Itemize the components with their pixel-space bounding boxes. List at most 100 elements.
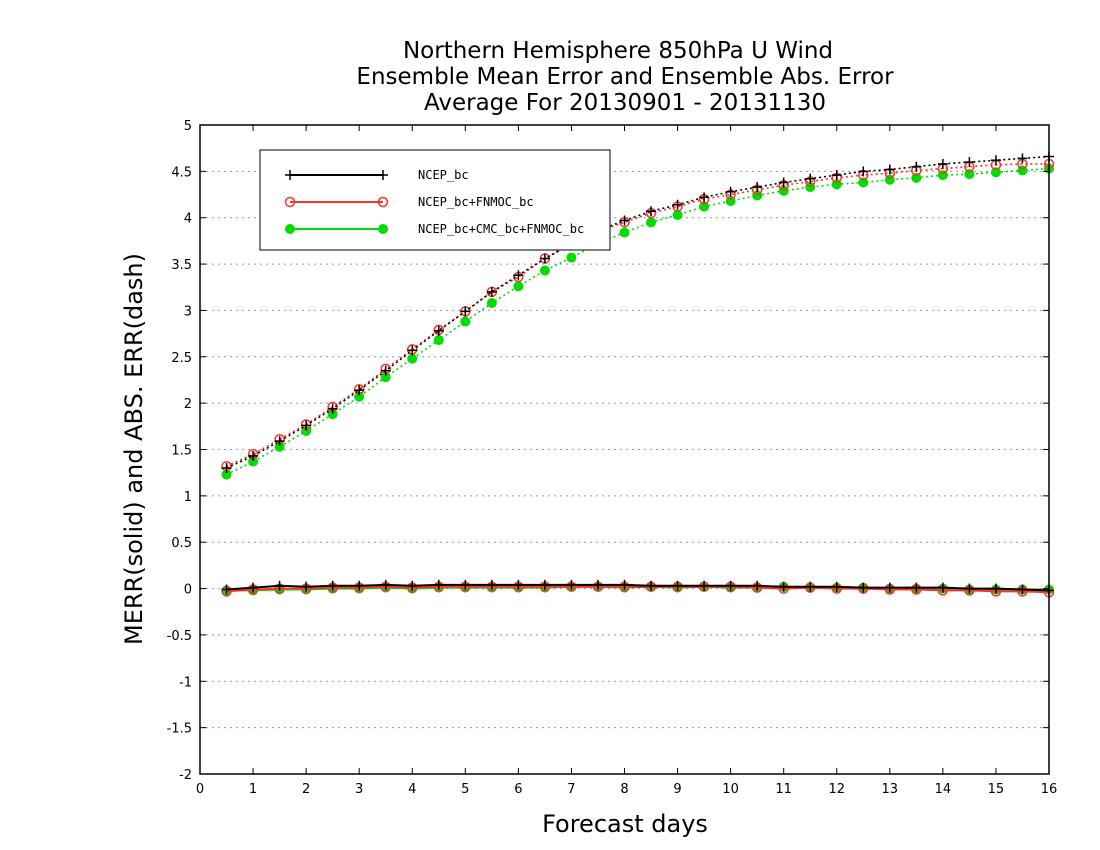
mean-err-point [911, 582, 922, 593]
abs-err-point [805, 173, 816, 184]
y-tick-label: 4.5 [171, 165, 192, 180]
mean-err-point [805, 581, 816, 592]
legend-label: NCEP_bc+FNMOC_bc [418, 195, 534, 209]
mean-err-point [699, 580, 710, 591]
mean-err-point [646, 580, 657, 591]
y-tick-label: 3 [184, 304, 192, 319]
abs-err-point [778, 177, 789, 188]
legend-marker-right [377, 196, 389, 208]
mean-err-point [1017, 584, 1028, 595]
tick-layer: -2-1.5-1-0.500.511.522.533.544.550 1 2 3 4 5 6… [167, 119, 1058, 797]
abs-err-point [380, 365, 391, 376]
mean-err-point [964, 583, 975, 594]
mean-err-point [380, 579, 391, 590]
x-tick-label: 3 [355, 782, 363, 797]
abs-err-point [964, 157, 975, 168]
abs-err-point [566, 252, 577, 263]
x-tick-label: 1 [249, 782, 257, 797]
abs-err-point [990, 155, 1001, 166]
chart-title: Northern Hemisphere 850hPa U Wind Ensemb… [356, 38, 894, 116]
mean-err-point [672, 580, 683, 591]
abs-err-point [884, 164, 895, 175]
y-tick-label: -1 [179, 675, 192, 690]
abs-err-point [990, 167, 1001, 178]
y-tick-label: 4 [184, 212, 192, 227]
abs-err-point [911, 172, 922, 183]
y-tick-label: 3.5 [171, 258, 192, 273]
abs-err-point [460, 306, 471, 317]
x-tick-label: 4 [408, 782, 416, 797]
abs-err-point [1017, 153, 1028, 164]
y-tick-label: 1.5 [171, 444, 192, 459]
abs-err-point [646, 217, 657, 228]
legend-box [259, 149, 611, 251]
abs-err-point [486, 286, 497, 297]
grid-layer [200, 170, 1049, 729]
mean-err-point [513, 579, 524, 590]
abs-err-point [858, 166, 869, 177]
title-line-1: Northern Hemisphere 850hPa U Wind [403, 38, 833, 64]
abs-err-point [248, 450, 259, 461]
abs-err-point [513, 270, 524, 281]
x-tick-label: 2 [302, 782, 310, 797]
mean-err-point [619, 579, 630, 590]
abs-err-point [725, 186, 736, 197]
x-tick-label: 9 [673, 782, 681, 797]
mean-err-point [778, 581, 789, 592]
mean-err-point [301, 581, 312, 592]
mean-err-point [407, 580, 418, 591]
legend-marker-left [285, 170, 295, 180]
y-tick-label: 0 [184, 583, 192, 598]
legend-marker-right [378, 224, 388, 234]
mean-err-point [274, 580, 285, 591]
y-tick-label: 5 [184, 119, 192, 134]
abs-err-point [327, 403, 338, 414]
y-tick-label: 2.5 [171, 351, 192, 366]
mean-err-point [858, 582, 869, 593]
legend: NCEP_bc NCEP_bc+FNMOC_bc NCEP_bc+CMC_bc+FN… [259, 149, 611, 251]
y-tick-label: -0.5 [167, 629, 192, 644]
x-axis-title: Forecast days [542, 810, 708, 838]
mean-err-point [539, 579, 550, 590]
legend-marker-left [285, 224, 295, 234]
abs-err-point [699, 192, 710, 203]
abs-err-point [858, 177, 869, 188]
abs-err-point [911, 161, 922, 172]
mean-err-point [592, 579, 603, 590]
mean-err-point [725, 580, 736, 591]
abs-err-point [646, 206, 657, 217]
mean-err-point [433, 579, 444, 590]
abs-err-point [407, 345, 418, 356]
title-line-2: Ensemble Mean Error and Ensemble Abs. Er… [356, 64, 894, 90]
abs-err-point [539, 253, 550, 264]
mean-err-point [486, 579, 497, 590]
abs-err-point [513, 281, 524, 292]
x-tick-label: 5 [461, 782, 469, 797]
mean-err-point [221, 584, 232, 595]
mean-err-point [354, 580, 365, 591]
mean-err-point [248, 582, 259, 593]
abs-err-point [619, 227, 630, 238]
legend-label: NCEP_bc [418, 168, 469, 182]
x-tick-label: 11 [775, 782, 792, 797]
abs-err-point [433, 335, 444, 346]
x-tick-label: 6 [514, 782, 522, 797]
abs-err-point [274, 436, 285, 447]
mean-err-point [937, 582, 948, 593]
abs-err-point [831, 170, 842, 181]
y-tick-label: 1 [184, 490, 192, 505]
abs-err-point [407, 353, 418, 364]
abs-err-point [619, 215, 630, 226]
x-tick-label: 14 [935, 782, 952, 797]
mean-err-point [990, 583, 1001, 594]
abs-err-point [433, 325, 444, 336]
x-tick-label: 10 [722, 782, 739, 797]
mean-err-point [327, 580, 338, 591]
legend-label: NCEP_bc+CMC_bc+FNMOC_bc [418, 222, 584, 236]
legend-entries: NCEP_bc NCEP_bc+FNMOC_bc NCEP_bc+CMC_bc+FN… [284, 168, 584, 236]
legend-marker-left [284, 196, 296, 208]
x-tick-label: 13 [882, 782, 899, 797]
x-tick-label: 8 [620, 782, 628, 797]
